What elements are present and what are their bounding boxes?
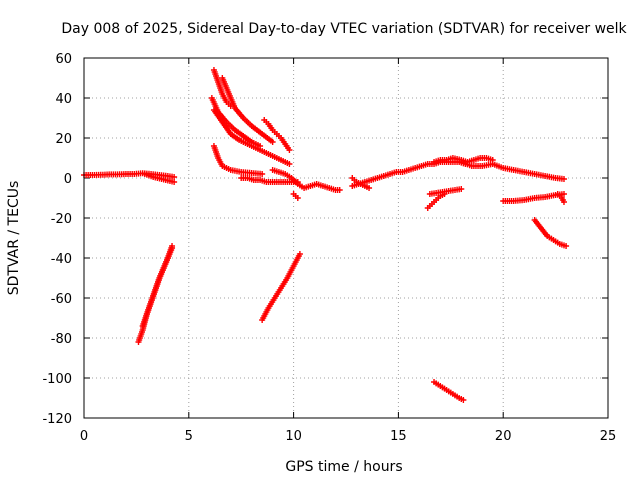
data-point-marker <box>286 147 293 153</box>
series-seg22 <box>554 191 567 205</box>
y-axis-label: SDTVAR / TECUs <box>6 181 22 296</box>
series-seg23 <box>531 217 570 249</box>
series-seg20 <box>426 186 465 197</box>
data-point-marker <box>259 171 266 177</box>
series-seg6 <box>219 75 276 145</box>
data-point-marker <box>336 187 343 193</box>
y-tick-label: -80 <box>51 332 72 347</box>
data-point-marker <box>286 161 293 167</box>
x-tick-label: 15 <box>390 429 407 444</box>
series-seg12 <box>269 167 343 193</box>
series-seg9 <box>261 117 293 153</box>
y-tick-label: -60 <box>51 292 72 307</box>
data-point-marker <box>366 185 373 191</box>
series-seg7 <box>208 95 264 149</box>
series-seg4 <box>139 245 176 329</box>
y-tick-label: -100 <box>42 372 72 387</box>
data-point-marker <box>563 243 570 249</box>
y-tick-label: -20 <box>51 212 72 227</box>
data-point-marker <box>269 139 276 145</box>
x-tick-label: 20 <box>495 429 512 444</box>
series-seg8 <box>210 107 293 167</box>
series-seg24 <box>431 379 467 403</box>
axis-ticks: 0 5 10 15 20 25 -120 -100 -80 -60 -40 -20 0 20 40 60 <box>42 52 616 444</box>
x-tick-label: 0 <box>80 429 88 444</box>
series-seg2 <box>141 171 178 185</box>
data-point-marker <box>560 176 567 182</box>
x-tick-label: 5 <box>185 429 193 444</box>
data-point-marker <box>296 251 303 257</box>
y-tick-label: 0 <box>64 172 72 187</box>
data-point-marker <box>460 397 467 403</box>
x-tick-label: 25 <box>600 429 617 444</box>
y-tick-label: 20 <box>55 132 72 147</box>
plot-frame <box>83 57 609 419</box>
x-tick-label: 10 <box>285 429 302 444</box>
data-marks <box>81 67 570 403</box>
data-point-marker <box>169 245 176 251</box>
y-tick-label: -120 <box>42 412 72 427</box>
y-tick-label: 40 <box>55 92 72 107</box>
data-point-marker <box>560 199 567 205</box>
data-point-marker <box>458 186 465 192</box>
x-axis-label: GPS time / hours <box>285 459 402 475</box>
series-seg16 <box>349 175 373 191</box>
series-seg18 <box>458 159 567 182</box>
data-point-marker <box>294 195 301 201</box>
series-seg13 <box>290 191 301 201</box>
series-seg14 <box>259 251 303 323</box>
data-point-marker <box>171 179 178 185</box>
grid-lines <box>84 58 608 418</box>
y-tick-label: -40 <box>51 252 72 267</box>
series-seg11 <box>238 175 301 185</box>
y-tick-label: 60 <box>55 52 72 67</box>
data-point-marker <box>560 191 567 197</box>
series-seg10 <box>210 143 266 177</box>
chart-title: Day 008 of 2025, Sidereal Day-to-day VTE… <box>61 21 627 37</box>
series-seg21 <box>500 191 567 204</box>
